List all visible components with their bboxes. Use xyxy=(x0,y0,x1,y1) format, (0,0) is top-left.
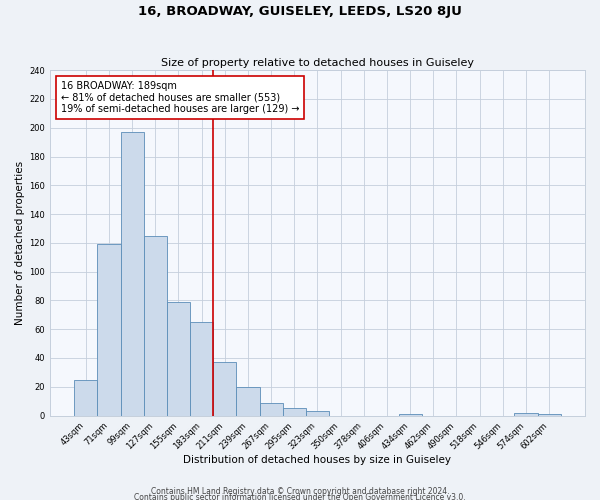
Bar xyxy=(97,244,121,416)
Bar xyxy=(74,380,97,416)
Bar xyxy=(213,362,236,416)
Bar xyxy=(306,411,329,416)
Text: 16 BROADWAY: 189sqm
← 81% of detached houses are smaller (553)
19% of semi-detac: 16 BROADWAY: 189sqm ← 81% of detached ho… xyxy=(61,80,299,114)
Bar xyxy=(283,408,306,416)
Title: Size of property relative to detached houses in Guiseley: Size of property relative to detached ho… xyxy=(161,58,474,68)
Y-axis label: Number of detached properties: Number of detached properties xyxy=(15,161,25,325)
Bar xyxy=(236,387,260,416)
X-axis label: Distribution of detached houses by size in Guiseley: Distribution of detached houses by size … xyxy=(184,455,451,465)
Bar xyxy=(190,322,213,416)
Text: Contains HM Land Registry data © Crown copyright and database right 2024.: Contains HM Land Registry data © Crown c… xyxy=(151,487,449,496)
Bar xyxy=(121,132,144,416)
Bar xyxy=(398,414,422,416)
Text: 16, BROADWAY, GUISELEY, LEEDS, LS20 8JU: 16, BROADWAY, GUISELEY, LEEDS, LS20 8JU xyxy=(138,5,462,18)
Bar xyxy=(167,302,190,416)
Bar xyxy=(260,402,283,415)
Bar xyxy=(538,414,560,416)
Text: Contains public sector information licensed under the Open Government Licence v3: Contains public sector information licen… xyxy=(134,492,466,500)
Bar xyxy=(514,412,538,416)
Bar xyxy=(144,236,167,416)
